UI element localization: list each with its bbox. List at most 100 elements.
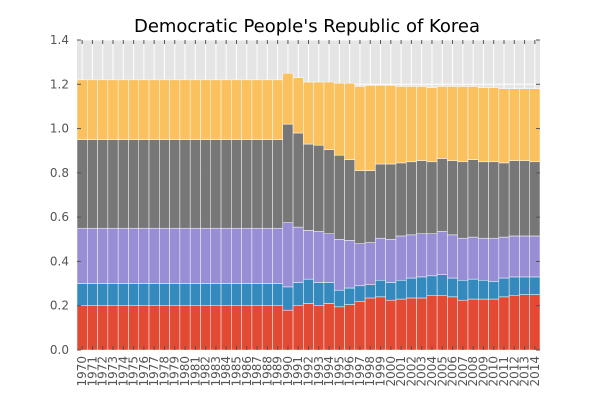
bar-segment — [498, 277, 510, 298]
bar-segment — [220, 305, 232, 351]
y-tick-label: 0.4 — [50, 254, 69, 268]
bar-segment — [447, 160, 458, 236]
x-tick-label: 2014 — [528, 356, 542, 387]
bar-segment — [416, 160, 428, 234]
x-tick-label: 1986 — [240, 356, 254, 387]
bar-segment — [231, 79, 242, 140]
bar-segment — [241, 305, 253, 351]
bar-segment — [117, 79, 129, 140]
bar-segment — [272, 79, 284, 140]
x-tick-label: 1976 — [137, 356, 151, 387]
bar-segment — [447, 277, 458, 298]
bar-segment — [467, 159, 479, 238]
bar-segment — [519, 276, 530, 295]
bar-segment — [488, 161, 500, 239]
bar-segment — [261, 227, 273, 284]
x-tick-label: 2010 — [487, 356, 501, 387]
bar-segment — [159, 283, 170, 306]
axes: 0.0 0.2 0.4 0.6 0.8 1.0 1.2 1.4 1970197119721973… — [50, 33, 542, 387]
bar-segment — [272, 283, 284, 306]
bar-segment — [189, 305, 201, 351]
bar-segment — [354, 243, 366, 287]
bar-segment — [138, 283, 150, 306]
x-tick-label: 2006 — [446, 356, 460, 387]
x-tick-label: 1978 — [157, 356, 171, 387]
bar-segment — [117, 227, 129, 284]
x-tick-label: 2008 — [466, 356, 480, 387]
bar-segment — [148, 227, 160, 284]
bar-segment — [344, 304, 356, 351]
bar-segment — [76, 227, 88, 284]
bar-segment — [436, 295, 448, 351]
bar-segment — [498, 296, 510, 351]
bar-segment — [87, 79, 98, 140]
bar-segment — [159, 79, 170, 140]
bar-segment — [426, 87, 438, 163]
bar-segment — [344, 287, 356, 305]
y-tick-label: 0.6 — [50, 210, 69, 224]
bar-segment — [405, 161, 417, 236]
x-tick-label: 1983 — [209, 356, 223, 387]
bar-segment — [241, 227, 253, 284]
bar-segment — [220, 79, 232, 140]
bar-segment — [169, 79, 181, 140]
bar-segment — [405, 277, 417, 299]
x-tick-label: 1982 — [199, 356, 213, 387]
y-tick-label: 1.0 — [50, 122, 69, 136]
bar-segment — [169, 305, 181, 351]
x-tick-label: 2003 — [415, 356, 429, 387]
bar-segment — [478, 298, 489, 351]
bar-segment — [128, 79, 139, 140]
bar-segment — [344, 240, 356, 289]
bar-segment — [323, 282, 335, 304]
bar-segment — [364, 170, 376, 243]
bar-segment — [519, 235, 530, 278]
bar-segment — [169, 227, 181, 284]
bar-segment — [313, 81, 325, 146]
bar-segment — [107, 305, 119, 351]
bar-segment — [261, 305, 273, 351]
bar-segment — [426, 161, 438, 235]
bar-segment — [117, 283, 129, 306]
bar-segment — [97, 79, 109, 140]
bar-segment — [323, 303, 335, 351]
x-tick-label: 1988 — [260, 356, 274, 387]
bar-segment — [488, 281, 500, 300]
bar-segment — [251, 79, 263, 140]
bar-segment — [498, 88, 510, 164]
bar-segment — [395, 86, 407, 164]
bar-segment — [385, 163, 397, 240]
bar-segment — [231, 227, 242, 284]
bar-segment — [467, 236, 479, 280]
y-tick-label: 1.4 — [50, 33, 69, 47]
bar-segment — [457, 86, 469, 163]
bar-segment — [200, 305, 212, 351]
x-tick-label: 1977 — [147, 356, 161, 387]
bar-segment — [87, 139, 98, 229]
bar-segment — [251, 305, 263, 351]
bar-segment — [241, 79, 253, 140]
x-tick-label: 1993 — [312, 356, 326, 387]
bar-segment — [292, 132, 304, 228]
bar-segment — [508, 276, 520, 296]
bar-segment — [292, 282, 304, 306]
bar-segment — [76, 283, 88, 306]
bar-segment — [395, 280, 407, 300]
bar-segment — [333, 82, 345, 156]
bar-segment — [313, 305, 325, 351]
bar-segment — [385, 239, 397, 283]
bar-segment — [210, 79, 222, 140]
x-tick-label: 2013 — [518, 356, 532, 387]
bar-segment — [447, 296, 458, 351]
bar-segment — [303, 230, 314, 280]
x-tick-label: 2011 — [497, 356, 511, 387]
bar-segment — [508, 295, 520, 351]
x-tick-label: 1984 — [219, 356, 233, 387]
x-tick-label: 2007 — [456, 356, 470, 387]
bar-segment — [416, 233, 428, 278]
bar-segment — [467, 86, 479, 160]
bar-segment — [323, 149, 335, 235]
bar-segment — [436, 231, 448, 275]
bar-segment — [405, 297, 417, 351]
